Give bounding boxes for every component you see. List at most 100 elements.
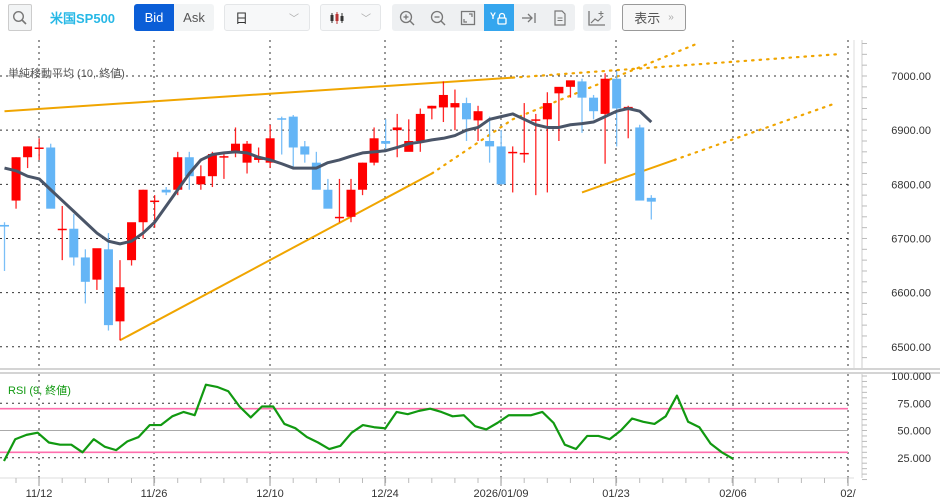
chart-toolbar: 米国SP500 Bid Ask 日 ﹀ ﹀ Y [0, 0, 940, 38]
document-icon [554, 9, 566, 26]
rsi-tick-label: 25.000 [897, 453, 931, 465]
chevron-down-icon: ﹀ [361, 14, 371, 25]
trendline[interactable] [430, 118, 514, 175]
svg-text:Y: Y [490, 11, 496, 21]
time-tick-label: 2026/01/09 [473, 488, 528, 500]
period-value: 日 [235, 11, 249, 26]
candle [358, 162, 368, 196]
fit-screen-icon [461, 10, 476, 25]
rsi-grid [0, 374, 863, 479]
trendline[interactable] [511, 53, 838, 79]
candle [462, 97, 471, 141]
price-tick-label: 6700.00 [891, 233, 931, 245]
candle [438, 81, 448, 123]
candle [496, 130, 506, 185]
y-axis-lock-icon: Y [490, 11, 507, 25]
candle [34, 138, 44, 160]
time-tick-label: 12/10 [256, 488, 284, 500]
candle [115, 260, 125, 341]
trendlines[interactable] [4, 42, 838, 342]
candle [508, 146, 518, 193]
price-tick-label: 6900.00 [891, 125, 931, 137]
fit-screen-button[interactable] [453, 4, 484, 31]
zoom-in-button[interactable] [392, 4, 423, 31]
candle [450, 89, 460, 131]
candle [646, 195, 656, 220]
display-menu-button[interactable]: 表示 » [622, 4, 686, 31]
chart-type-select[interactable]: ﹀ [320, 4, 381, 31]
zoom-out-icon [430, 10, 446, 25]
candle [207, 151, 217, 188]
candle [519, 103, 529, 163]
bid-button[interactable]: Bid [134, 4, 174, 31]
candle [11, 157, 21, 209]
candle [184, 151, 194, 190]
ask-button[interactable]: Ask [174, 4, 214, 31]
document-button[interactable] [545, 4, 576, 31]
candle [565, 80, 575, 98]
zoom-out-button[interactable] [423, 4, 454, 31]
symbol-name[interactable]: 米国SP500 [50, 11, 116, 26]
period-select[interactable]: 日 ﹀ [224, 4, 310, 31]
sma-line [4, 106, 653, 246]
add-indicator-button[interactable] [583, 4, 611, 31]
candle [485, 116, 495, 163]
trendline[interactable] [581, 159, 675, 194]
rsi-indicator-label[interactable]: RSI (9, 終値) [8, 383, 71, 397]
candle [554, 86, 564, 141]
time-tick-label: 02/ [840, 488, 856, 500]
zoom-in-icon [400, 10, 415, 25]
price-tick-label: 6800.00 [891, 179, 931, 191]
display-label: 表示 [634, 11, 661, 26]
rsi-line [3, 383, 734, 462]
candle [46, 143, 56, 209]
candle [311, 151, 321, 190]
candle [369, 127, 379, 166]
candle [0, 222, 9, 271]
double-chevron-down-icon: » [668, 12, 674, 23]
add-indicator-icon [588, 10, 605, 26]
candle [242, 140, 252, 174]
time-tick-label: 02/06 [719, 488, 747, 500]
sma-indicator-label[interactable]: 単純移動平均 (10, 終値) [8, 66, 125, 80]
rsi-tick-label: 100.000 [891, 371, 931, 383]
rsi-axis[interactable]: 100.000 75.000 50.000 25.000 [862, 371, 931, 481]
price-tick-label: 7000.00 [891, 71, 931, 83]
y-axis-lock-button[interactable]: Y [483, 4, 514, 31]
candle [334, 178, 344, 223]
chevron-down-icon: ﹀ [289, 14, 299, 25]
price-tick-label: 6600.00 [891, 288, 931, 300]
candle [600, 73, 610, 164]
candle [427, 105, 437, 120]
candle [69, 214, 79, 266]
search-icon [12, 10, 27, 25]
candle [381, 119, 391, 152]
candlestick-icon [330, 11, 344, 24]
candle [323, 178, 333, 209]
candle [138, 189, 148, 239]
candle [300, 140, 310, 163]
candle [92, 248, 102, 290]
candle [635, 124, 645, 201]
candle [57, 205, 67, 261]
candle [288, 114, 298, 169]
rsi-tick-label: 50.000 [897, 426, 931, 438]
rsi-tick-label: 75.000 [897, 398, 931, 410]
candle [612, 71, 622, 147]
candle [473, 105, 483, 141]
candle [196, 165, 206, 190]
time-axis[interactable]: 11/12 11/26 12/10 12/24 2026/01/09 01/23 02/06… [15, 478, 857, 500]
candle [277, 116, 287, 155]
trendline[interactable] [119, 172, 433, 342]
price-axis[interactable]: 7000.00 6900.00 6800.00 6700.00 6600.00 6500.… [862, 43, 931, 359]
candle [415, 108, 425, 152]
candle [346, 178, 356, 223]
candle [103, 233, 113, 331]
trendline[interactable] [4, 76, 513, 113]
trendline[interactable] [673, 101, 838, 162]
search-button[interactable] [8, 4, 32, 31]
scroll-to-end-button[interactable] [514, 4, 545, 31]
candle [404, 119, 414, 152]
time-tick-label: 11/26 [141, 488, 168, 500]
